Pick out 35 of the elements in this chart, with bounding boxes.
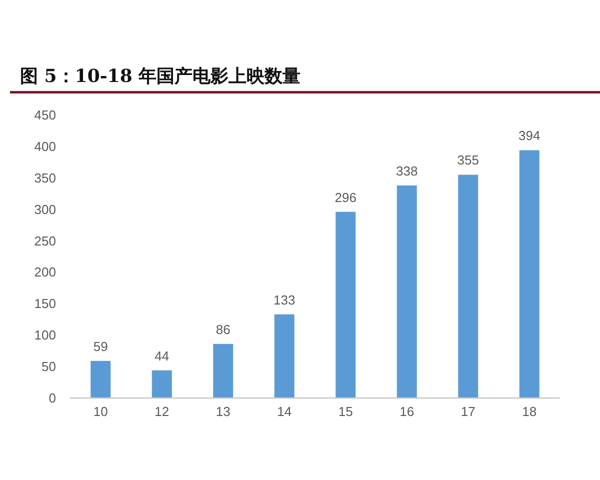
x-tick-label: 10 bbox=[93, 404, 108, 419]
bar bbox=[213, 344, 234, 398]
y-tick-label: 150 bbox=[34, 296, 56, 312]
y-tick-label: 250 bbox=[34, 233, 56, 248]
bar bbox=[519, 150, 540, 398]
y-tick-label: 50 bbox=[42, 359, 56, 374]
data-label: 59 bbox=[93, 338, 108, 354]
x-tick-label: 18 bbox=[522, 404, 537, 419]
x-tick-label: 17 bbox=[460, 404, 476, 419]
data-label: 355 bbox=[457, 152, 479, 168]
data-label: 44 bbox=[154, 348, 170, 364]
x-tick-label: 12 bbox=[154, 404, 170, 419]
y-tick-label: 200 bbox=[34, 264, 56, 280]
y-tick-label: 0 bbox=[48, 390, 56, 406]
y-tick-label: 100 bbox=[34, 328, 56, 343]
x-tick-label: 15 bbox=[338, 404, 353, 419]
bar bbox=[274, 314, 294, 398]
y-tick-label: 350 bbox=[34, 170, 56, 186]
data-label: 133 bbox=[274, 292, 296, 308]
y-tick-label: 450 bbox=[34, 108, 56, 122]
bar bbox=[336, 212, 356, 398]
y-tick-label: 300 bbox=[34, 202, 56, 217]
data-label: 86 bbox=[216, 322, 230, 337]
data-label: 296 bbox=[334, 190, 356, 205]
bar bbox=[90, 360, 111, 398]
bar bbox=[458, 174, 478, 398]
bar bbox=[152, 370, 172, 398]
bar bbox=[396, 185, 417, 398]
chart-title: 图 5：10-18 年国产电影上映数量 bbox=[20, 66, 301, 87]
data-label: 338 bbox=[396, 163, 418, 178]
x-tick-label: 14 bbox=[277, 404, 292, 419]
x-tick-label: 16 bbox=[400, 404, 414, 419]
x-tick-label: 13 bbox=[216, 404, 230, 419]
data-label: 394 bbox=[518, 128, 540, 144]
y-tick-label: 400 bbox=[34, 138, 56, 154]
